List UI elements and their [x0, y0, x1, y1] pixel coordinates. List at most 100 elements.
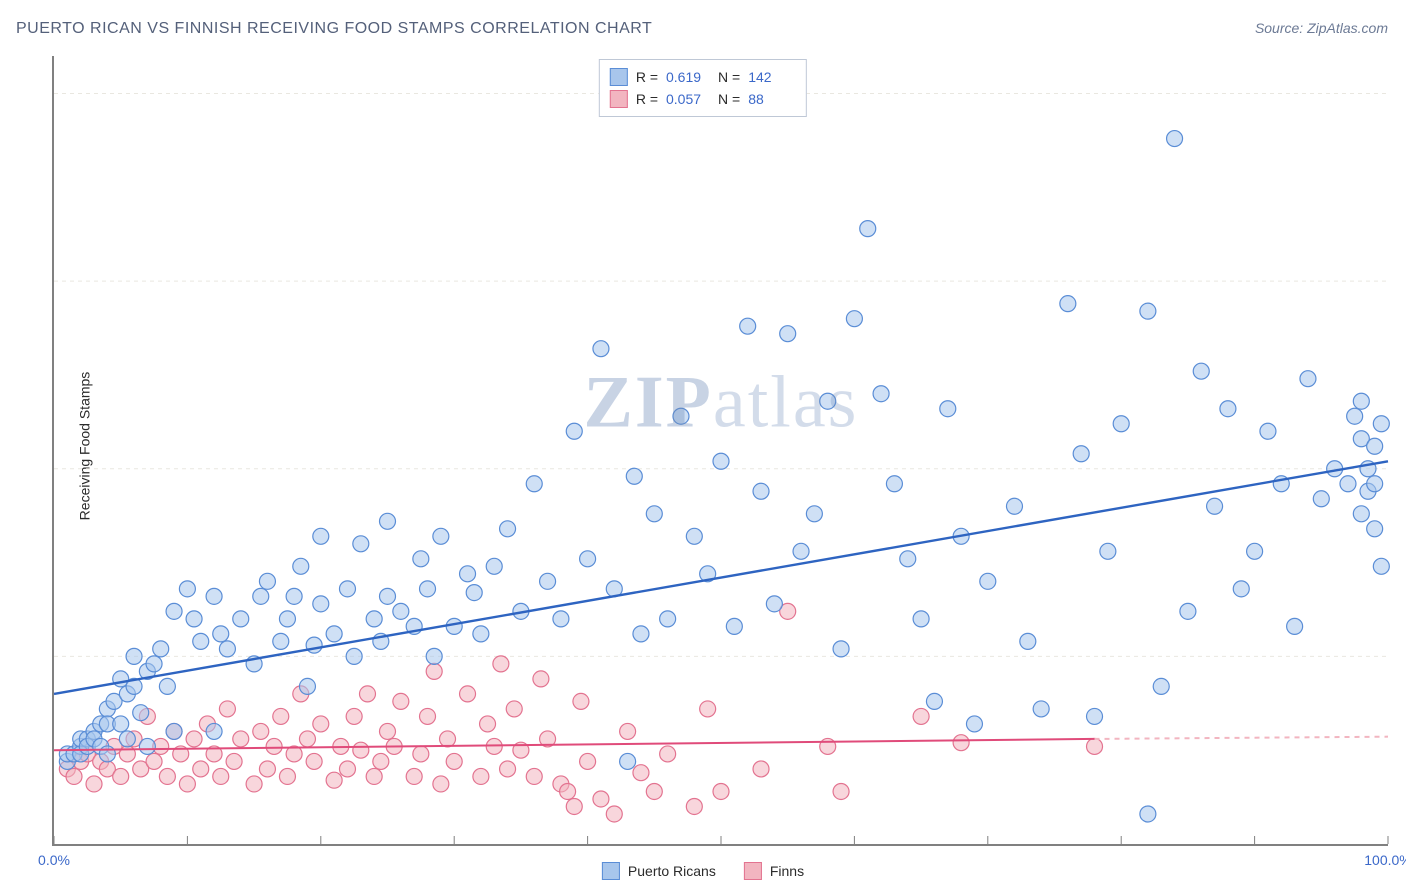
source-attribution: Source: ZipAtlas.com: [1255, 20, 1388, 36]
data-point: [406, 768, 422, 784]
data-point: [1300, 371, 1316, 387]
y-tick-75: 75.0%: [1398, 257, 1406, 273]
data-point: [740, 318, 756, 334]
data-point: [179, 776, 195, 792]
data-point: [566, 423, 582, 439]
stat-r-label: R =: [636, 66, 658, 88]
data-point: [166, 723, 182, 739]
data-point: [119, 731, 135, 747]
data-point: [860, 221, 876, 237]
data-point: [646, 783, 662, 799]
data-point: [373, 753, 389, 769]
data-point: [1353, 506, 1369, 522]
data-point: [99, 746, 115, 762]
data-point: [486, 558, 502, 574]
x-tick-100: 100.0%: [1364, 852, 1406, 868]
data-point: [426, 648, 442, 664]
data-point: [1113, 416, 1129, 432]
data-point: [633, 626, 649, 642]
bottom-legend: Puerto Ricans Finns: [602, 862, 804, 880]
data-point: [886, 476, 902, 492]
data-point: [146, 656, 162, 672]
data-point: [1060, 296, 1076, 312]
data-point: [313, 596, 329, 612]
data-point: [873, 386, 889, 402]
data-point: [953, 735, 969, 751]
data-point: [253, 588, 269, 604]
data-point: [1347, 408, 1363, 424]
data-point: [526, 768, 542, 784]
data-point: [193, 761, 209, 777]
data-point: [1367, 476, 1383, 492]
data-point: [646, 506, 662, 522]
stats-row-series-0: R = 0.619 N = 142: [610, 66, 792, 88]
data-point: [259, 761, 275, 777]
data-point: [299, 678, 315, 694]
data-point: [353, 742, 369, 758]
data-point: [113, 716, 129, 732]
data-point: [426, 663, 442, 679]
data-point: [273, 633, 289, 649]
data-point: [339, 761, 355, 777]
data-point: [686, 528, 702, 544]
data-point: [833, 641, 849, 657]
data-point: [593, 791, 609, 807]
data-point: [480, 716, 496, 732]
stats-row-series-1: R = 0.057 N = 88: [610, 88, 792, 110]
data-point: [186, 611, 202, 627]
data-point: [1073, 446, 1089, 462]
data-point: [900, 551, 916, 567]
data-point: [1340, 476, 1356, 492]
data-point: [159, 768, 175, 784]
data-point: [1100, 543, 1116, 559]
data-point: [560, 783, 576, 799]
data-point: [380, 723, 396, 739]
swatch-series-1: [610, 90, 628, 108]
data-point: [1006, 498, 1022, 514]
trend-line: [54, 461, 1388, 694]
data-point: [726, 618, 742, 634]
data-point: [299, 731, 315, 747]
data-point: [926, 693, 942, 709]
data-point: [179, 581, 195, 597]
chart-title: PUERTO RICAN VS FINNISH RECEIVING FOOD S…: [16, 20, 652, 38]
data-point: [380, 588, 396, 604]
data-point: [753, 483, 769, 499]
data-point: [1367, 521, 1383, 537]
data-point: [313, 716, 329, 732]
data-point: [393, 603, 409, 619]
data-point: [446, 618, 462, 634]
data-point: [606, 806, 622, 822]
legend-item-0: Puerto Ricans: [602, 862, 716, 880]
data-point: [573, 693, 589, 709]
data-point: [1033, 701, 1049, 717]
data-point: [346, 648, 362, 664]
data-point: [580, 551, 596, 567]
data-point: [833, 783, 849, 799]
data-point: [1260, 423, 1276, 439]
data-point: [413, 746, 429, 762]
data-point: [266, 738, 282, 754]
data-point: [313, 528, 329, 544]
data-point: [219, 701, 235, 717]
data-point: [193, 633, 209, 649]
data-point: [1140, 806, 1156, 822]
data-point: [1313, 491, 1329, 507]
data-point: [233, 731, 249, 747]
y-tick-100: 100.0%: [1398, 70, 1406, 86]
data-point: [146, 753, 162, 769]
x-tick-0: 0.0%: [38, 852, 70, 868]
data-point: [1087, 708, 1103, 724]
data-point: [166, 603, 182, 619]
data-point: [219, 641, 235, 657]
data-point: [1140, 303, 1156, 319]
data-point: [660, 611, 676, 627]
data-point: [139, 738, 155, 754]
data-point: [253, 723, 269, 739]
data-point: [326, 626, 342, 642]
data-point: [626, 468, 642, 484]
data-point: [133, 705, 149, 721]
stat-n-label: N =: [718, 88, 740, 110]
data-point: [1153, 678, 1169, 694]
data-point: [1207, 498, 1223, 514]
